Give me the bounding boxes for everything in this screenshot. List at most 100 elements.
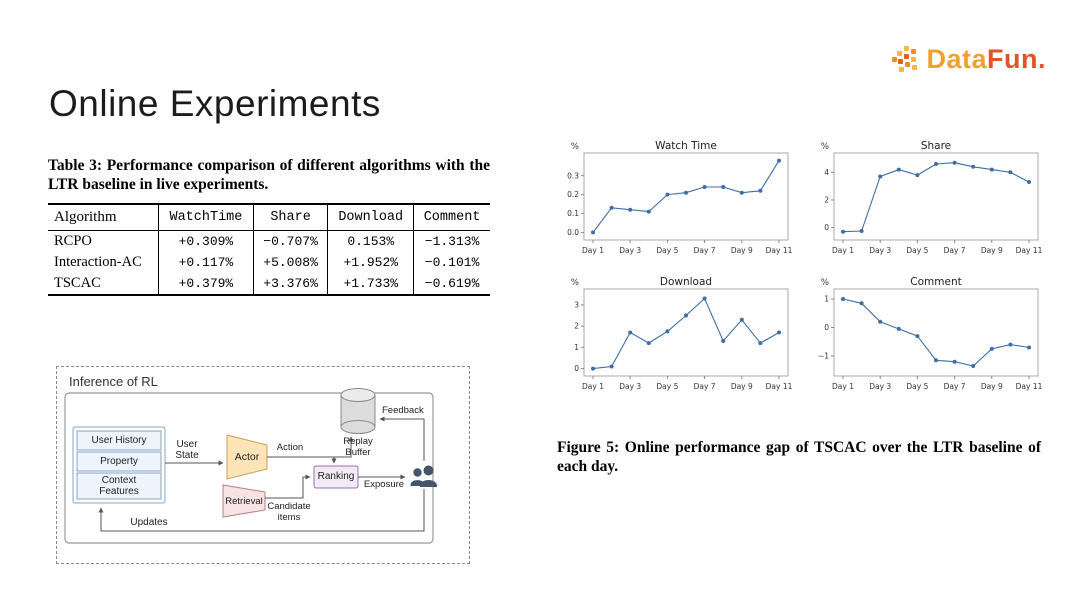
diagram-label-updates: Updates (130, 517, 168, 528)
svg-text:Day 11: Day 11 (766, 246, 793, 255)
table-header-cell: Share (252, 204, 328, 231)
svg-text:0: 0 (824, 223, 829, 232)
charts-grid: Watch Time% 0.0 0.1 0.2 0.3 Day 1 Day 3 Day 5 Da… (556, 138, 1048, 400)
table-header-cell: Comment (413, 204, 490, 231)
svg-text:Day 5: Day 5 (906, 246, 928, 255)
table-cell-value: +0.379% (158, 273, 254, 295)
table-cell-value: +0.309% (158, 230, 254, 252)
diagram-label-exposure: Exposure (363, 479, 405, 490)
svg-text:%: % (821, 142, 829, 152)
diagram-title: Inference of RL (69, 374, 158, 389)
svg-text:0.0: 0.0 (567, 228, 579, 237)
diagram-label-ranking: Ranking (317, 471, 355, 482)
svg-text:4: 4 (824, 168, 829, 177)
svg-text:2: 2 (574, 322, 579, 331)
svg-text:Day 5: Day 5 (656, 382, 678, 391)
diagram-shapes (64, 388, 437, 544)
svg-text:Comment: Comment (910, 276, 961, 288)
table-cell-algorithm: RCPO (54, 233, 92, 249)
table-row: RCPO +0.309% −0.707% 0.153% −1.313% (48, 230, 490, 252)
context-features-box (76, 472, 162, 500)
datafun-logo: DataFun. (892, 44, 1046, 75)
svg-text:0: 0 (574, 364, 579, 373)
table-cell-algorithm: TSCAC (54, 275, 101, 291)
svg-text:0: 0 (824, 323, 829, 332)
diagram-label-action: Action (276, 442, 304, 453)
retrieval-shape (222, 484, 266, 518)
property-box (76, 451, 162, 472)
diagram-label-actor: Actor (234, 451, 260, 463)
svg-text:0.3: 0.3 (567, 171, 579, 180)
svg-text:%: % (571, 142, 579, 152)
chart-comment: Comment% −1 0 1 Day 1 Day 3 Day 5 Day 7 Day 9 Day… (806, 274, 1048, 400)
svg-text:%: % (571, 278, 579, 288)
table-row: Interaction-AC +0.117% +5.008% +1.952% −0.10… (48, 252, 490, 273)
table-header-cell: WatchTime (158, 204, 254, 231)
svg-text:Day 11: Day 11 (766, 382, 793, 391)
svg-text:Day 1: Day 1 (582, 246, 604, 255)
table-row: TSCAC +0.379% +3.376% +1.733% −0.619% (48, 273, 490, 295)
svg-text:Day 9: Day 9 (731, 382, 753, 391)
diagram-label-property: Property (100, 456, 138, 467)
svg-text:1: 1 (824, 295, 829, 304)
diagram-label-user-history: User History (91, 435, 147, 446)
rl-inference-diagram: Inference of RL User History Property Co… (56, 366, 470, 564)
svg-text:Day 7: Day 7 (694, 246, 716, 255)
chart-share: Share% 0 2 4 Day 1 Day 3 Day 5 Day 7 Day 9 Day 11 (806, 138, 1048, 264)
svg-text:Day 5: Day 5 (906, 382, 928, 391)
table-cell-value: +5.008% (252, 252, 328, 273)
chart-watch-time: Watch Time% 0.0 0.1 0.2 0.3 Day 1 Day 3 Day 5 Da… (556, 138, 798, 264)
svg-text:Day 1: Day 1 (832, 246, 854, 255)
table-header-row: Algorithm WatchTime Share Download Comment (48, 204, 490, 231)
table-cell-algorithm: Interaction-AC (54, 254, 142, 270)
svg-text:Day 9: Day 9 (981, 246, 1003, 255)
datafun-logo-icon (892, 45, 918, 72)
svg-text:2: 2 (824, 196, 829, 205)
table-cell-value: +1.952% (327, 252, 414, 273)
diagram-label-retrieval: Retrieval (225, 496, 263, 507)
table-cell-value: +3.376% (252, 273, 328, 295)
table-header-cell: Download (327, 204, 414, 231)
diagram-label-user-state: User State (175, 439, 199, 461)
svg-text:−1: −1 (818, 352, 829, 361)
svg-text:Day 3: Day 3 (619, 246, 641, 255)
diagram-label-replay-buffer: Replay Buffer (343, 436, 373, 458)
diagram-label-context-features: Context Features (99, 475, 139, 497)
diagram-inner-box (64, 392, 434, 544)
table-header-cell: Algorithm (54, 209, 117, 225)
svg-text:Day 11: Day 11 (1016, 246, 1043, 255)
svg-text:Day 3: Day 3 (869, 382, 891, 391)
actor-shape (226, 434, 268, 480)
users-icon (410, 465, 437, 487)
diagram-label-candidate-items: Candidate items (267, 501, 311, 523)
table-cell-value: +0.117% (158, 252, 254, 273)
table-caption: Table 3: Performance comparison of diffe… (48, 156, 490, 194)
table-cell-value: +1.733% (327, 273, 414, 295)
results-table: Algorithm WatchTime Share Download Comment R… (48, 203, 490, 296)
user-history-box (76, 430, 162, 451)
table-cell-value: −0.101% (413, 252, 490, 273)
svg-text:Day 3: Day 3 (869, 246, 891, 255)
table-cell-value: −0.619% (413, 273, 490, 295)
table-cell-value: −0.707% (252, 230, 328, 252)
svg-text:%: % (821, 278, 829, 288)
replay-buffer-cylinder (340, 388, 376, 434)
svg-text:Day 9: Day 9 (731, 246, 753, 255)
svg-text:Download: Download (660, 276, 712, 288)
svg-text:0.2: 0.2 (567, 190, 579, 199)
svg-text:3: 3 (574, 301, 579, 310)
diagram-arrows (98, 416, 425, 532)
figure-caption: Figure 5: Online performance gap of TSCA… (557, 438, 1041, 476)
svg-text:0.1: 0.1 (567, 209, 579, 218)
svg-text:Day 7: Day 7 (944, 246, 966, 255)
svg-text:Day 5: Day 5 (656, 246, 678, 255)
svg-text:Watch Time: Watch Time (655, 140, 717, 152)
svg-text:Day 3: Day 3 (619, 382, 641, 391)
svg-text:Day 7: Day 7 (694, 382, 716, 391)
table-cell-value: −1.313% (413, 230, 490, 252)
svg-text:Day 9: Day 9 (981, 382, 1003, 391)
svg-text:Day 11: Day 11 (1016, 382, 1043, 391)
datafun-logo-text: DataFun. (926, 44, 1046, 74)
svg-text:Day 7: Day 7 (944, 382, 966, 391)
